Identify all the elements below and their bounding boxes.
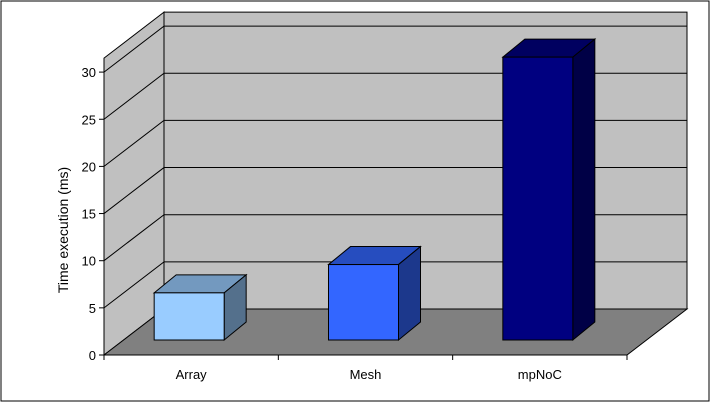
x-tick-label: mpNoC	[518, 367, 562, 382]
y-tick-label: 0	[89, 348, 96, 363]
bar-front	[153, 292, 225, 341]
y-tick-label: 15	[82, 207, 96, 222]
bar-array	[152, 273, 248, 342]
y-tick-label: 25	[82, 112, 96, 127]
y-tick-label: 30	[82, 65, 96, 80]
y-tick-label: 20	[82, 159, 96, 174]
x-tick-label: Mesh	[350, 367, 382, 382]
bar-front	[328, 264, 399, 341]
bars	[152, 38, 597, 342]
grid-line	[103, 25, 687, 73]
y-axis-label: Time execution (ms)	[55, 167, 71, 293]
y-tick-label: 10	[82, 254, 96, 269]
axes	[103, 58, 627, 356]
x-axis-ticks: Array Mesh mpNoC	[103, 355, 628, 382]
back-wall	[163, 11, 688, 310]
x-tick-label: Array	[176, 367, 208, 382]
y-axis-ticks: 0 5 10 15 20 25 30	[82, 65, 104, 363]
bar-side	[572, 38, 596, 342]
bar-mesh	[327, 245, 422, 342]
bar-mpnoc	[501, 38, 597, 342]
y-tick-label: 5	[89, 301, 96, 316]
bar-front	[502, 56, 574, 341]
